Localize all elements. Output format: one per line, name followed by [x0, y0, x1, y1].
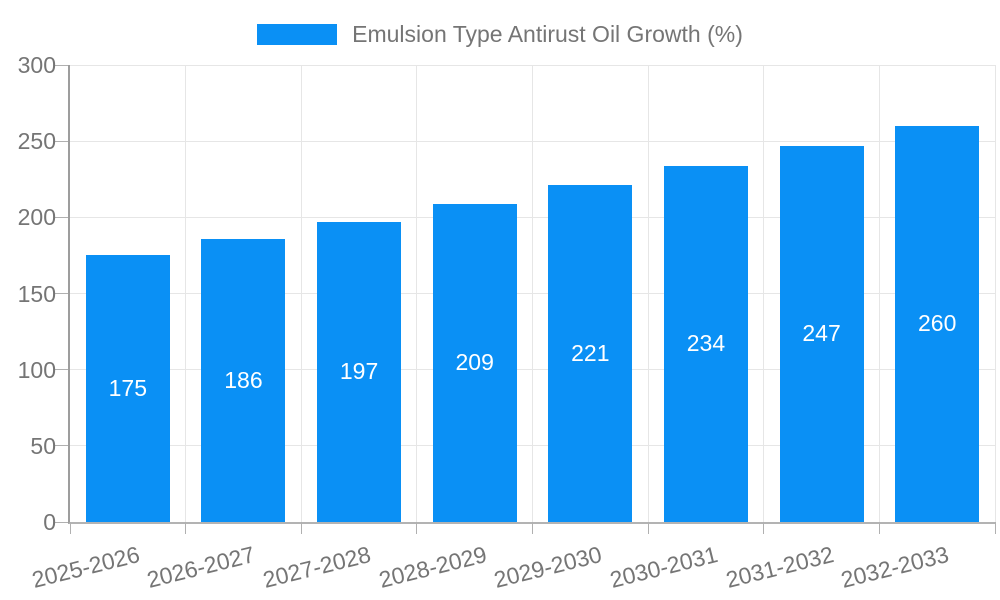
gridline-x	[878, 65, 880, 522]
bar-value-label: 197	[339, 358, 379, 385]
gridline-x	[416, 65, 418, 522]
bar[interactable]: 260	[895, 125, 980, 522]
x-axis-label: 2025-2026	[29, 541, 143, 593]
bar-value-label: 247	[802, 320, 841, 347]
y-axis-label: 150	[17, 280, 56, 307]
y-axis-tick	[55, 216, 68, 218]
gridline-x	[300, 65, 302, 522]
y-axis-tick	[55, 140, 68, 142]
bar[interactable]: 186	[201, 238, 286, 522]
x-axis-label: 2030-2031	[607, 541, 721, 593]
y-axis-label: 100	[17, 356, 56, 383]
bar[interactable]: 209	[432, 203, 517, 522]
chart-legend: Emulsion Type Antirust Oil Growth (%)	[0, 21, 1000, 48]
legend-swatch-icon	[257, 24, 338, 45]
bar-value-label: 209	[455, 349, 494, 376]
legend-label: Emulsion Type Antirust Oil Growth (%)	[352, 21, 743, 47]
x-axis-label: 2028-2029	[375, 541, 489, 593]
y-axis-label: 200	[17, 204, 56, 231]
y-axis-tick	[55, 521, 68, 523]
plot-area: 175 186 197 209 221 234 247 260	[55, 64, 996, 534]
y-axis-label: 50	[30, 432, 56, 459]
x-axis-label: 2026-2027	[144, 541, 258, 593]
x-axis-tick	[763, 522, 765, 534]
gridline-x	[994, 65, 996, 522]
bar-value-label: 260	[918, 310, 957, 337]
x-axis-tick	[878, 522, 880, 534]
x-axis-label: 2029-2030	[491, 541, 605, 593]
x-axis-tick	[994, 522, 996, 534]
y-axis-label: 0	[43, 509, 56, 535]
x-axis-tick	[69, 522, 71, 534]
bar-value-label: 234	[686, 330, 726, 357]
bar[interactable]: 175	[85, 255, 170, 522]
x-axis-label: 2031-2032	[722, 541, 836, 593]
gridline-x	[185, 65, 187, 522]
x-axis-label: 2027-2028	[260, 541, 374, 593]
bar-value-label: 221	[571, 340, 610, 367]
bar[interactable]: 247	[779, 145, 864, 522]
y-axis-label: 300	[17, 52, 56, 78]
gridline-x	[763, 65, 765, 522]
y-axis-tick	[55, 445, 68, 447]
x-axis-tick	[185, 522, 187, 534]
bar-value-label: 175	[108, 375, 147, 402]
y-axis-tick	[55, 293, 68, 294]
bar[interactable]: 234	[663, 165, 748, 522]
bar-value-label: 186	[224, 366, 263, 393]
bar[interactable]: 197	[317, 221, 402, 522]
x-axis-tick	[300, 522, 302, 534]
x-axis-label: 2032-2033	[838, 541, 952, 593]
x-axis-tick	[416, 522, 418, 534]
gridline-x	[647, 65, 649, 522]
x-axis-tick	[532, 522, 533, 534]
bar[interactable]: 221	[548, 185, 633, 522]
y-axis-tick	[55, 369, 68, 371]
y-axis-tick	[55, 64, 68, 66]
gridline-x	[532, 65, 533, 522]
y-axis-label: 250	[17, 128, 56, 155]
x-axis-tick	[647, 522, 649, 534]
